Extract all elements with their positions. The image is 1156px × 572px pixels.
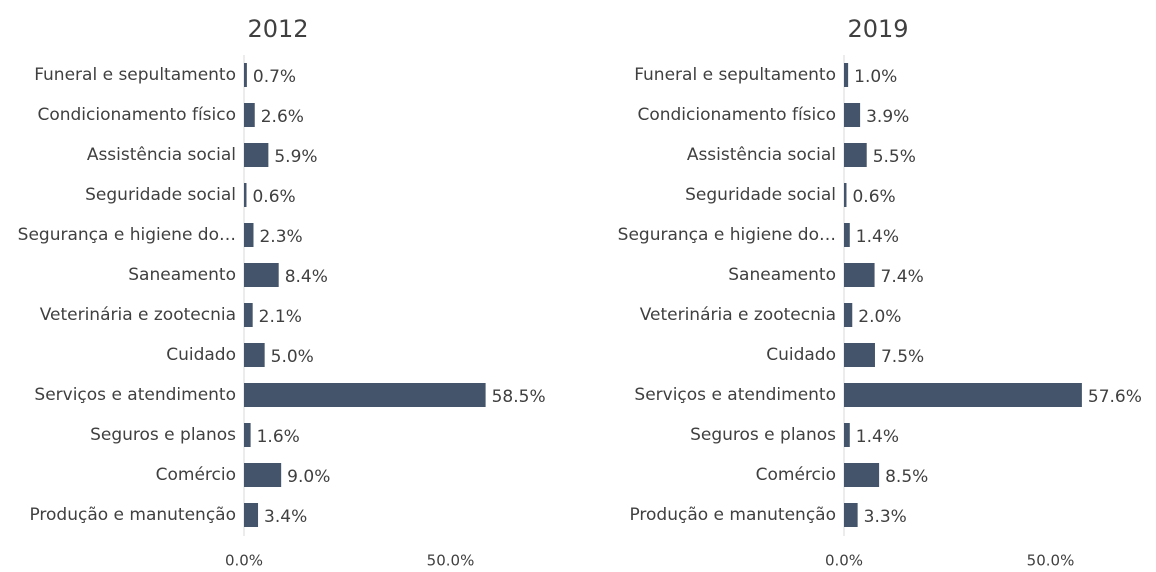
- bar: [844, 383, 1082, 407]
- category-label: Segurança e higiene do…: [18, 225, 236, 245]
- value-label: 57.6%: [1088, 387, 1142, 407]
- bar: [844, 103, 861, 127]
- category-label: Serviços e atendimento: [634, 385, 836, 405]
- category-label: Seguridade social: [685, 185, 836, 205]
- category-label: Cuidado: [766, 345, 836, 365]
- bar: [244, 143, 269, 167]
- bar: [844, 423, 850, 447]
- category-label: Cuidado: [166, 345, 236, 365]
- category-label: Funeral e sepultamento: [34, 65, 236, 85]
- x-tick-label: 0.0%: [825, 552, 863, 570]
- value-label: 9.0%: [287, 467, 330, 487]
- x-tick-label: 0.0%: [225, 552, 263, 570]
- bar: [244, 183, 247, 207]
- bar: [244, 423, 251, 447]
- bar: [244, 503, 259, 527]
- category-label: Saneamento: [128, 265, 236, 285]
- bar: [244, 63, 247, 87]
- category-label: Seguros e planos: [90, 425, 236, 445]
- bar: [244, 343, 265, 367]
- value-label: 3.9%: [866, 107, 909, 127]
- bar: [244, 263, 279, 287]
- category-label: Veterinária e zootecnia: [640, 305, 836, 325]
- category-label: Produção e manutenção: [629, 505, 836, 525]
- bar: [844, 183, 847, 207]
- bar: [844, 303, 853, 327]
- value-label: 7.5%: [881, 347, 924, 367]
- value-label: 2.0%: [858, 307, 901, 327]
- bar: [244, 223, 254, 247]
- value-label: 3.4%: [264, 507, 307, 527]
- category-label: Seguros e planos: [690, 425, 836, 445]
- value-label: 58.5%: [492, 387, 546, 407]
- chart-title: 2012: [247, 15, 308, 43]
- value-label: 2.6%: [261, 107, 304, 127]
- bar: [244, 103, 255, 127]
- value-label: 5.0%: [271, 347, 314, 367]
- bar: [844, 143, 867, 167]
- value-label: 8.5%: [885, 467, 928, 487]
- category-label: Produção e manutenção: [29, 505, 236, 525]
- value-label: 0.7%: [253, 67, 296, 87]
- category-label: Comércio: [156, 465, 236, 485]
- category-label: Condicionamento físico: [37, 105, 236, 125]
- value-label: 1.6%: [257, 427, 300, 447]
- value-label: 1.0%: [854, 67, 897, 87]
- category-label: Condicionamento físico: [637, 105, 836, 125]
- category-label: Comércio: [756, 465, 836, 485]
- value-label: 2.1%: [259, 307, 302, 327]
- chart-title: 2019: [847, 15, 908, 43]
- bar: [844, 343, 875, 367]
- value-label: 1.4%: [856, 427, 899, 447]
- x-tick-label: 50.0%: [1027, 552, 1075, 570]
- value-label: 7.4%: [881, 267, 924, 287]
- category-label: Assistência social: [687, 145, 836, 165]
- value-label: 5.9%: [274, 147, 317, 167]
- category-label: Serviços e atendimento: [34, 385, 236, 405]
- value-label: 2.3%: [259, 227, 302, 247]
- x-tick-label: 50.0%: [427, 552, 475, 570]
- category-label: Funeral e sepultamento: [634, 65, 836, 85]
- value-label: 3.3%: [864, 507, 907, 527]
- value-label: 1.4%: [856, 227, 899, 247]
- value-label: 0.6%: [852, 187, 895, 207]
- value-label: 0.6%: [252, 187, 295, 207]
- category-label: Veterinária e zootecnia: [40, 305, 236, 325]
- bar: [244, 303, 253, 327]
- category-label: Seguridade social: [85, 185, 236, 205]
- bar: [844, 263, 875, 287]
- category-label: Saneamento: [728, 265, 836, 285]
- category-label: Segurança e higiene do…: [618, 225, 836, 245]
- bar: [844, 223, 850, 247]
- bar: [844, 463, 880, 487]
- value-label: 8.4%: [285, 267, 328, 287]
- bar: [844, 503, 858, 527]
- bar: [844, 63, 849, 87]
- value-label: 5.5%: [873, 147, 916, 167]
- bar: [244, 383, 486, 407]
- category-label: Assistência social: [87, 145, 236, 165]
- bar: [244, 463, 282, 487]
